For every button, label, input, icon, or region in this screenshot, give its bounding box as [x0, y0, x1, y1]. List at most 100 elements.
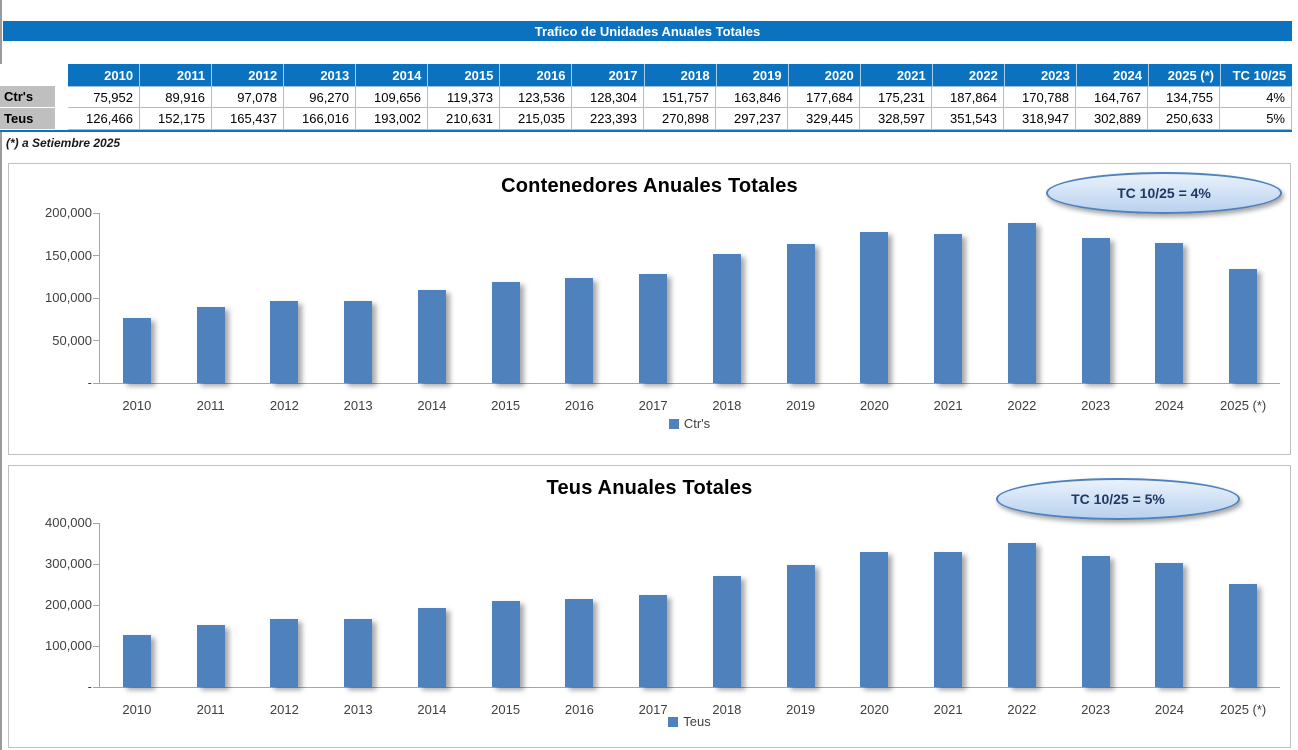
table-value-cell[interactable]: 215,035 [500, 108, 572, 130]
table-value-cell[interactable]: 123,536 [500, 86, 572, 108]
y-axis-tick-label: 150,000 [45, 247, 92, 263]
table-value-cell[interactable]: 109,656 [356, 86, 428, 108]
table-year-header[interactable]: 2025 (*) [1148, 64, 1221, 86]
bar[interactable] [1007, 223, 1036, 383]
bar[interactable] [639, 595, 668, 687]
table-value-cell[interactable]: 5% [1220, 108, 1292, 130]
bar[interactable] [565, 598, 594, 687]
table-value-cell[interactable]: 96,270 [284, 86, 356, 108]
bar[interactable] [1081, 237, 1110, 383]
table-value-cell[interactable]: 175,231 [860, 86, 932, 108]
table-value-cell[interactable]: 210,631 [428, 108, 500, 130]
bar[interactable] [934, 234, 963, 383]
bar[interactable] [1229, 268, 1258, 383]
bar[interactable] [491, 600, 520, 687]
table-value-cell[interactable]: 97,078 [212, 86, 284, 108]
table-year-header[interactable]: 2012 [212, 64, 285, 86]
table-value-cell[interactable]: 4% [1220, 86, 1292, 108]
table-year-header[interactable]: 2024 [1076, 64, 1149, 86]
table-year-header[interactable]: 2021 [860, 64, 933, 86]
table-value-cell[interactable]: 187,864 [932, 86, 1004, 108]
bar-column: 2025 (*) [1206, 213, 1280, 413]
table-value-cell[interactable]: 151,757 [644, 86, 716, 108]
table-year-header[interactable]: 2023 [1004, 64, 1077, 86]
bar[interactable] [196, 306, 225, 383]
x-axis-category-label: 2021 [933, 398, 963, 413]
table-year-header[interactable]: 2020 [788, 64, 861, 86]
table-value-cell[interactable]: 119,373 [428, 86, 500, 108]
table-value-cell[interactable]: 128,304 [572, 86, 644, 108]
table-year-header[interactable]: 2010 [68, 64, 141, 86]
table-value-cell[interactable]: 177,684 [788, 86, 860, 108]
bar[interactable] [344, 618, 373, 687]
table-year-header[interactable]: 2015 [428, 64, 501, 86]
bar[interactable] [786, 565, 815, 687]
table-year-header[interactable]: 2011 [140, 64, 213, 86]
table-year-header[interactable]: TC 10/25 [1221, 64, 1293, 86]
table-year-header[interactable]: 2018 [644, 64, 717, 86]
row-label-cell[interactable]: Ctr's [0, 86, 55, 108]
bar-column: 2021 [911, 213, 985, 413]
table-year-header[interactable]: 2019 [716, 64, 789, 86]
bar[interactable] [270, 300, 299, 383]
bar[interactable] [344, 301, 373, 383]
table-value-cell[interactable]: 223,393 [572, 108, 644, 130]
table-spacer-cell [55, 64, 68, 86]
table-value-cell[interactable]: 193,002 [356, 108, 428, 130]
table-year-header[interactable]: 2013 [284, 64, 357, 86]
table-value-cell[interactable]: 134,755 [1148, 86, 1220, 108]
table-year-header[interactable]: 2022 [932, 64, 1005, 86]
table-value-cell[interactable]: 163,846 [716, 86, 788, 108]
bar[interactable] [491, 281, 520, 383]
x-axis-category-label: 2022 [1007, 398, 1037, 413]
bar[interactable] [639, 273, 668, 383]
table-value-cell[interactable]: 328,597 [860, 108, 932, 130]
table-value-cell[interactable]: 318,947 [1004, 108, 1076, 130]
bar[interactable] [934, 552, 963, 687]
x-axis-category-label: 2025 (*) [1220, 398, 1267, 413]
table-value-cell[interactable]: 302,889 [1076, 108, 1148, 130]
table-value-cell[interactable]: 89,916 [140, 86, 212, 108]
table-value-cell[interactable]: 297,237 [716, 108, 788, 130]
bar[interactable] [196, 624, 225, 687]
row-label-cell[interactable]: Teus [0, 108, 55, 130]
bar[interactable] [1007, 542, 1036, 687]
table-value-cell[interactable]: 164,767 [1076, 86, 1148, 108]
bar-column: 2015 [469, 213, 543, 413]
bar[interactable] [712, 254, 741, 383]
bar[interactable] [270, 619, 299, 687]
bar[interactable] [417, 289, 446, 383]
bar[interactable] [1155, 562, 1184, 687]
table-value-cell[interactable]: 126,466 [68, 108, 140, 130]
bar[interactable] [1229, 584, 1258, 687]
table-value-cell[interactable]: 170,788 [1004, 86, 1076, 108]
table-year-header[interactable]: 2014 [356, 64, 429, 86]
table-value-cell[interactable]: 165,437 [212, 108, 284, 130]
x-axis-category-label: 2013 [343, 398, 373, 413]
table-value-cell[interactable]: 75,952 [68, 86, 140, 108]
table-value-cell[interactable]: 329,445 [788, 108, 860, 130]
chart-legend: Teus [99, 714, 1280, 729]
bar[interactable] [122, 318, 151, 383]
bar[interactable] [860, 551, 889, 687]
table-value-cell[interactable]: 351,543 [932, 108, 1004, 130]
bar[interactable] [786, 243, 815, 383]
bar[interactable] [417, 607, 446, 687]
bar[interactable] [122, 635, 151, 687]
bar[interactable] [860, 232, 889, 383]
bar[interactable] [712, 575, 741, 687]
table-value-cell[interactable]: 152,175 [140, 108, 212, 130]
bar-column: 2014 [395, 213, 469, 413]
table-value-cell[interactable]: 250,633 [1148, 108, 1220, 130]
bar[interactable] [1155, 242, 1184, 383]
table-value-cell[interactable]: 166,016 [284, 108, 356, 130]
chart-contenedores[interactable]: Contenedores Anuales Totales TC 10/25 = … [8, 163, 1291, 455]
chart-title: Contenedores Anuales Totales [501, 175, 798, 197]
table-year-header[interactable]: 2016 [500, 64, 573, 86]
bar[interactable] [565, 278, 594, 383]
table-year-header[interactable]: 2017 [572, 64, 645, 86]
traffic-table[interactable]: 2010 2011 2012 2013 2014 2015 2016 2017 2018 2019… [0, 64, 1293, 132]
table-value-cell[interactable]: 270,898 [644, 108, 716, 130]
bar[interactable] [1081, 556, 1110, 687]
chart-teus[interactable]: Teus Anuales Totales TC 10/25 = 5% 2010 2… [8, 465, 1291, 748]
